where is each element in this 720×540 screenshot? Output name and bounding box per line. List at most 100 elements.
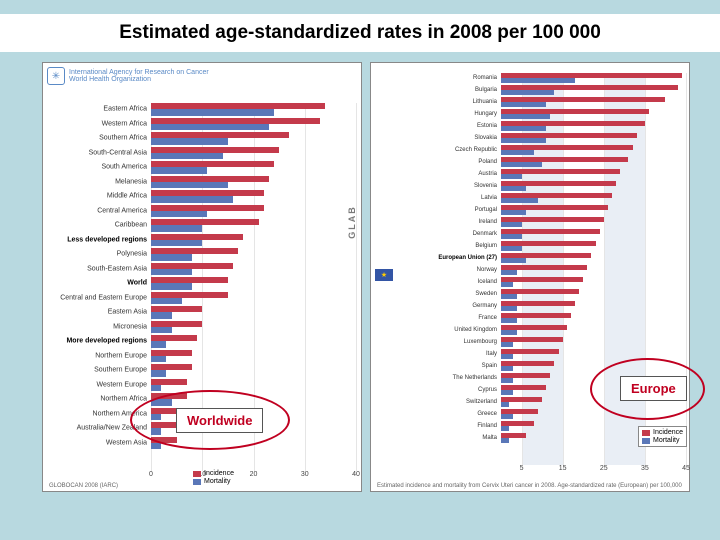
mortality-bar: [501, 90, 554, 95]
region-label: Sweden: [475, 291, 501, 297]
region-label: The Netherlands: [453, 375, 501, 381]
mortality-bar: [501, 402, 509, 407]
region-label: Portugal: [475, 207, 501, 213]
chart-row: Central and Eastern Europe: [151, 292, 356, 305]
region-label: Eastern Asia: [108, 309, 151, 316]
mortality-bar: [501, 126, 546, 131]
who-text: World Health Organization: [69, 76, 209, 83]
mortality-bar: [151, 254, 192, 260]
chart-row: Italy: [501, 349, 686, 359]
worldwide-annotation: Worldwide: [176, 408, 263, 433]
region-label: Southern Europe: [94, 367, 151, 374]
mortality-bar: [501, 294, 517, 299]
eu-flag-icon: ★: [375, 269, 393, 281]
mortality-bar: [501, 318, 517, 323]
region-label: Finland: [477, 423, 501, 429]
region-label: Northern Europe: [95, 352, 151, 359]
region-label: Caribbean: [115, 222, 151, 229]
mortality-bar: [501, 222, 522, 227]
iarc-text: International Agency for Research on Can…: [69, 69, 209, 76]
mortality-bar: [151, 327, 172, 333]
mortality-bar: [151, 240, 202, 246]
mortality-bar: [501, 390, 513, 395]
mortality-bar: [501, 102, 546, 107]
region-label: Estonia: [477, 123, 501, 129]
mortality-bar: [151, 298, 182, 304]
legend-swatch: [193, 479, 201, 485]
axis-tick: 15: [559, 465, 567, 472]
europe-annotation: Europe: [620, 376, 687, 401]
chart-row: Caribbean: [151, 219, 356, 232]
chart-row: Western Africa: [151, 118, 356, 131]
chart-row: Czech Republic: [501, 145, 686, 155]
region-label: Micronesia: [113, 323, 151, 330]
mortality-bar: [151, 283, 192, 289]
region-label: Spain: [482, 363, 501, 369]
region-label: Switzerland: [466, 399, 501, 405]
region-label: Romania: [473, 75, 501, 81]
region-label: Luxembourg: [464, 339, 501, 345]
region-label: Czech Republic: [455, 147, 501, 153]
chart-row: United Kingdom: [501, 325, 686, 335]
region-label: European Union (27): [438, 255, 501, 261]
region-label: Polynesia: [117, 251, 151, 258]
legend-label: Mortality: [204, 478, 230, 485]
region-label: Poland: [478, 159, 501, 165]
chart-row: Luxembourg: [501, 337, 686, 347]
chart-row: Eastern Africa: [151, 103, 356, 116]
region-label: Less developed regions: [67, 236, 151, 243]
chart-row: France: [501, 313, 686, 323]
region-label: Iceland: [478, 279, 501, 285]
mortality-bar: [151, 225, 202, 231]
mortality-bar: [501, 174, 522, 179]
region-label: Southern Africa: [99, 135, 151, 142]
chart-row: Belgium: [501, 241, 686, 251]
mortality-bar: [151, 356, 166, 362]
chart-row: Polynesia: [151, 248, 356, 261]
page-title: Estimated age-standardized rates in 2008…: [0, 14, 720, 52]
region-label: Melanesia: [115, 178, 151, 185]
mortality-bar: [501, 438, 509, 443]
legend-swatch: [642, 430, 650, 436]
chart-row: Eastern Asia: [151, 306, 356, 319]
mortality-bar: [501, 414, 513, 419]
mortality-bar: [501, 114, 550, 119]
europe-panel: GLAB ★ 515253545RomaniaBulgariaLithuania…: [370, 62, 690, 492]
chart-row: South America: [151, 161, 356, 174]
mortality-bar: [151, 182, 228, 188]
mortality-bar: [501, 234, 522, 239]
mortality-bar: [501, 246, 522, 251]
region-label: Central and Eastern Europe: [60, 294, 151, 301]
mortality-bar: [501, 78, 575, 83]
axis-tick: 45: [682, 465, 690, 472]
region-label: United Kingdom: [454, 327, 501, 333]
mortality-bar: [151, 312, 172, 318]
mortality-bar: [501, 306, 517, 311]
axis-tick: 25: [600, 465, 608, 472]
mortality-bar: [501, 282, 513, 287]
chart-row: Hungary: [501, 109, 686, 119]
legend-swatch: [642, 438, 650, 444]
mortality-bar: [501, 198, 538, 203]
chart-row: Estonia: [501, 121, 686, 131]
mortality-bar: [501, 426, 509, 431]
region-label: Italy: [486, 351, 501, 357]
axis-tick: 35: [641, 465, 649, 472]
chart-row: Slovenia: [501, 181, 686, 191]
region-label: Malta: [482, 435, 501, 441]
mortality-bar: [501, 150, 534, 155]
mortality-bar: [151, 443, 161, 449]
region-label: Slovakia: [474, 135, 501, 141]
chart-row: Norway: [501, 265, 686, 275]
mortality-bar: [501, 366, 513, 371]
region-label: Hungary: [474, 111, 501, 117]
region-label: Lithuania: [473, 99, 501, 105]
mortality-bar: [501, 162, 542, 167]
region-label: Slovenia: [474, 183, 501, 189]
chart-row: Slovakia: [501, 133, 686, 143]
chart-row: Melanesia: [151, 176, 356, 189]
region-label: Middle Africa: [107, 193, 151, 200]
legend-label: Mortality: [653, 437, 679, 444]
mortality-bar: [151, 370, 166, 376]
axis-tick: 0: [149, 471, 153, 478]
